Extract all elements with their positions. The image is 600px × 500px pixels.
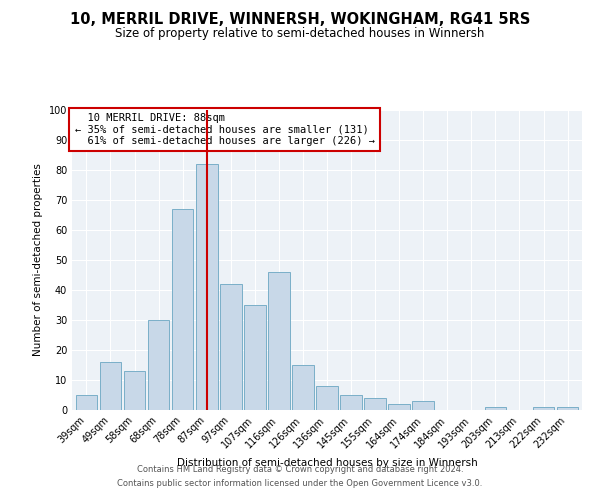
Bar — [557, 407, 578, 410]
Bar — [292, 365, 314, 410]
Text: 10 MERRIL DRIVE: 88sqm
← 35% of semi-detached houses are smaller (131)
  61% of : 10 MERRIL DRIVE: 88sqm ← 35% of semi-det… — [74, 113, 374, 146]
Text: Contains HM Land Registry data © Crown copyright and database right 2024.
Contai: Contains HM Land Registry data © Crown c… — [118, 466, 482, 487]
Bar — [196, 164, 218, 410]
Text: Size of property relative to semi-detached houses in Winnersh: Size of property relative to semi-detach… — [115, 28, 485, 40]
Bar — [244, 305, 266, 410]
Bar — [340, 395, 362, 410]
Bar — [124, 371, 145, 410]
Bar — [100, 362, 121, 410]
Bar — [148, 320, 169, 410]
Bar — [316, 386, 338, 410]
Bar — [364, 398, 386, 410]
Bar — [533, 407, 554, 410]
Bar — [268, 272, 290, 410]
Bar — [172, 209, 193, 410]
Bar — [220, 284, 242, 410]
Text: 10, MERRIL DRIVE, WINNERSH, WOKINGHAM, RG41 5RS: 10, MERRIL DRIVE, WINNERSH, WOKINGHAM, R… — [70, 12, 530, 28]
Bar — [76, 395, 97, 410]
X-axis label: Distribution of semi-detached houses by size in Winnersh: Distribution of semi-detached houses by … — [176, 458, 478, 468]
Y-axis label: Number of semi-detached properties: Number of semi-detached properties — [33, 164, 43, 356]
Bar — [388, 404, 410, 410]
Bar — [485, 407, 506, 410]
Bar — [412, 401, 434, 410]
